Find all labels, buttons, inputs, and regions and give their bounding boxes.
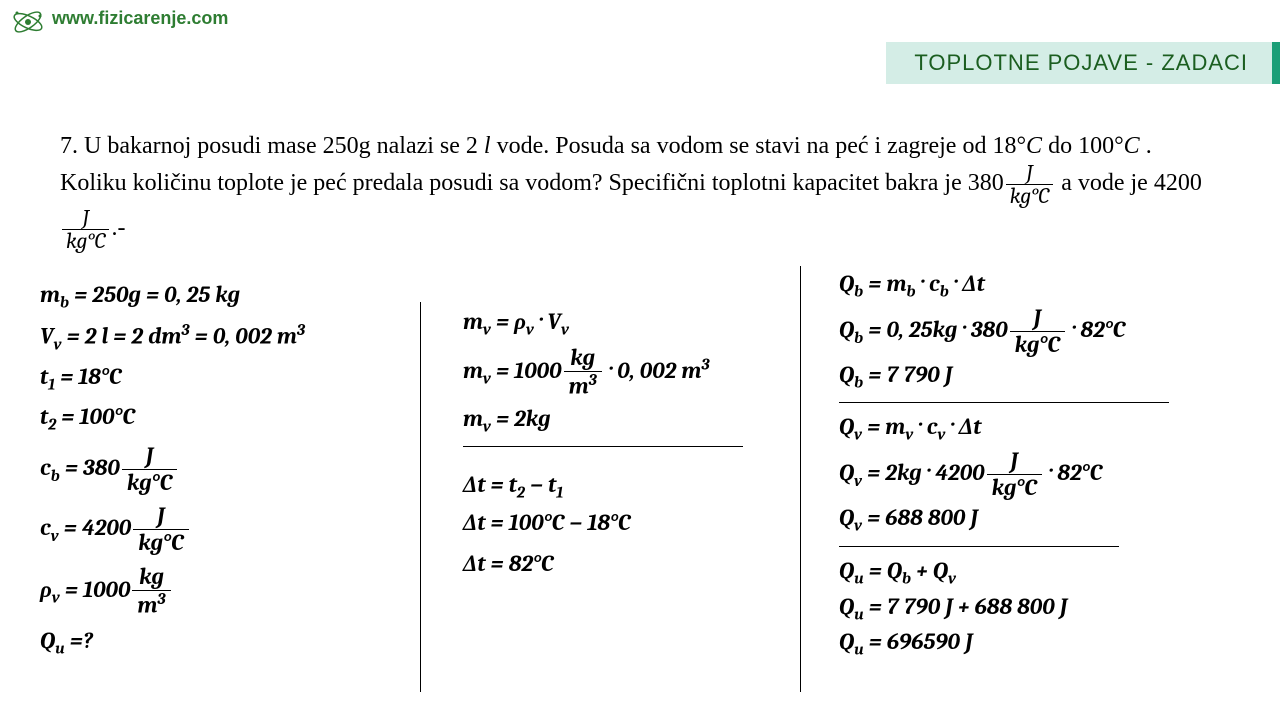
eq-line: Qv = 688 800 J	[839, 504, 1260, 536]
eq-line: Δt = 100°C − 18°C	[463, 509, 800, 536]
eq-line: Qu = 7 790 J + 688 800 J	[839, 593, 1260, 625]
eq-line: mb = 250g = 0, 25 kg	[40, 281, 420, 313]
eq-line: Δt = t2 − t1	[463, 471, 800, 503]
italic-C: C	[1124, 133, 1140, 159]
frac-den: kg°C	[1006, 185, 1053, 207]
divider	[463, 446, 743, 447]
eq-line: mv = 1000kgm3 · 0, 002 m3	[463, 346, 800, 399]
eq-line: Vv = 2 l = 2 dm3 = 0, 002 m3	[40, 322, 420, 354]
problem-text: .-	[111, 215, 125, 241]
eq-line: Qu = Qb + Qv	[839, 557, 1260, 589]
results-column: Qb = mb · cb · Δt Qb = 0, 25kg · 380Jkg°…	[800, 266, 1260, 692]
intermediate-column: mv = ρv · Vv mv = 1000kgm3 · 0, 002 m3 m…	[420, 302, 800, 692]
eq-line: cv = 4200Jkg°C	[40, 504, 420, 555]
italic-C: C	[1026, 133, 1042, 159]
frac-num: J	[62, 207, 109, 230]
italic-l: l	[484, 133, 491, 159]
divider	[839, 402, 1169, 403]
page-title-banner: TOPLOTNE POJAVE - ZADACI	[886, 42, 1280, 84]
problem-text: vode. Posuda sa vodom se stavi na peć i …	[491, 133, 1026, 159]
eq-line: mv = 2kg	[463, 405, 800, 437]
fraction: Jkg°C	[1006, 162, 1053, 207]
eq-line: cb = 380Jkg°C	[40, 444, 420, 495]
divider	[839, 546, 1119, 547]
eq-line: Qv = mv · cv · Δt	[839, 413, 1260, 445]
eq-line: mv = ρv · Vv	[463, 308, 800, 340]
eq-line: Δt = 82°C	[463, 550, 800, 577]
site-logo-icon	[8, 2, 48, 42]
site-url[interactable]: www.fizicarenje.com	[52, 8, 228, 29]
problem-text: do 100°	[1042, 133, 1124, 159]
eq-line: Qu = 696590 J	[839, 628, 1260, 660]
eq-line: Qb = 0, 25kg · 380Jkg°C · 82°C	[839, 306, 1260, 357]
eq-line: Qb = mb · cb · Δt	[839, 270, 1260, 302]
frac-den: kg°C	[62, 230, 109, 252]
problem-text: U bakarnoj posudi mase 250g nalazi se 2	[84, 133, 484, 159]
solution-columns: mb = 250g = 0, 25 kg Vv = 2 l = 2 dm3 = …	[40, 272, 1260, 712]
eq-line: t1 = 18°C	[40, 363, 420, 395]
eq-line: t2 = 100°C	[40, 403, 420, 435]
header: www.fizicarenje.com TOPLOTNE POJAVE - ZA…	[0, 0, 1280, 80]
frac-num: J	[1006, 162, 1053, 185]
eq-line: Qb = 7 790 J	[839, 361, 1260, 393]
given-data-column: mb = 250g = 0, 25 kg Vv = 2 l = 2 dm3 = …	[40, 272, 420, 712]
problem-statement: 7. U bakarnoj posudi mase 250g nalazi se…	[60, 130, 1220, 252]
eq-line: Qu =?	[40, 627, 420, 659]
eq-line: Qv = 2kg · 4200Jkg°C · 82°C	[839, 449, 1260, 500]
eq-line: ρv = 1000kgm3	[40, 565, 420, 618]
problem-text: a vode je 4200	[1055, 170, 1202, 196]
problem-number: 7.	[60, 133, 78, 159]
fraction: Jkg°C	[62, 207, 109, 252]
